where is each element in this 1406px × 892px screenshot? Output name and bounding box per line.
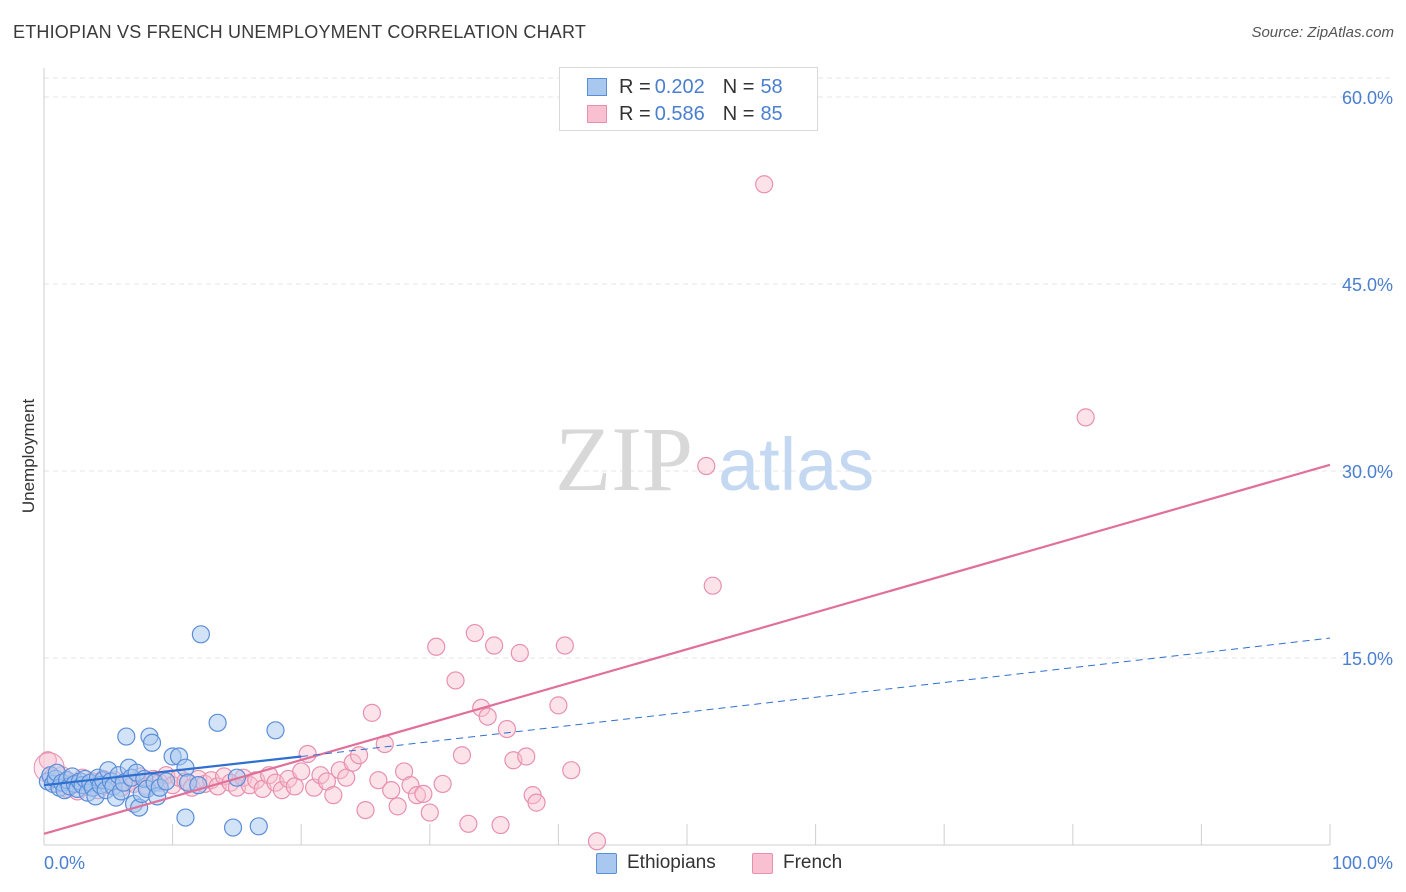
y-axis-label: Unemployment (19, 399, 38, 514)
legend-label-ethiopians: Ethiopians (627, 852, 716, 873)
legend-n-label: N = (722, 75, 755, 98)
french-trend-line (43, 463, 1331, 835)
french-point (755, 175, 774, 194)
watermark: ZIP atlas (555, 408, 874, 510)
legend-r-value: 0.202 (654, 75, 705, 98)
legend-swatch-ethiopians (596, 852, 617, 874)
y-tick-label: 30.0% (1342, 462, 1393, 482)
french-point (497, 719, 517, 739)
legend-r-label: R = (619, 102, 651, 125)
french-point (343, 753, 362, 772)
legend-item-ethiopians[interactable]: Ethiopians (596, 852, 716, 874)
french-point (555, 636, 574, 655)
french-point (587, 832, 607, 851)
legend-row-ethiopians: R = 0.202 N = 58 (587, 75, 783, 99)
watermark-atlas: atlas (718, 423, 874, 506)
legend-swatch-french (587, 105, 607, 123)
french-point (388, 797, 407, 816)
french-point (446, 671, 465, 690)
french-point (337, 768, 356, 787)
chart-title: ETHIOPIAN VS FRENCH UNEMPLOYMENT CORRELA… (13, 22, 587, 42)
french-point (478, 707, 497, 726)
french-point (527, 793, 546, 812)
ethiopian-point (157, 772, 176, 791)
french-point (465, 623, 484, 643)
legend-r-label: R = (619, 75, 651, 98)
french-point (427, 637, 446, 656)
legend-n-value: 85 (760, 102, 783, 125)
french-point (452, 746, 472, 765)
french-point (349, 746, 369, 765)
axes (43, 68, 1331, 846)
french-point (485, 636, 504, 655)
tick-labels: 15.0% 30.0% 45.0% 60.0% 0.0% 100.0% (44, 88, 1393, 873)
ethiopian-point (249, 817, 268, 836)
gridlines (44, 77, 1392, 659)
french-point (491, 815, 510, 835)
french-point (562, 761, 581, 780)
french-point (285, 777, 304, 796)
ethiopian-trend-line (43, 755, 302, 787)
french-point (407, 786, 427, 805)
french-point (420, 803, 439, 822)
legend-label-french: French (783, 852, 843, 873)
ethiopian-point (176, 808, 195, 827)
ethiopian-trend-line-extension (301, 637, 1331, 757)
french-point (697, 456, 716, 476)
french-points (33, 175, 1095, 851)
french-point (292, 762, 311, 781)
ethiopian-point (208, 713, 227, 732)
legend-item-french[interactable]: French (752, 852, 842, 874)
french-point (401, 776, 420, 795)
french-point (356, 800, 375, 820)
x-tick-label: 0.0% (44, 853, 85, 873)
french-point (433, 774, 452, 794)
y-tick-label: 45.0% (1342, 275, 1393, 295)
x-tick-label: 100.0% (1332, 853, 1393, 873)
legend-n-value: 58 (760, 75, 783, 98)
french-point (510, 643, 529, 663)
french-point (369, 771, 388, 790)
legend-n-label: N = (722, 102, 755, 125)
legend-row-french: R = 0.586 N = 85 (587, 102, 783, 126)
y-tick-label: 15.0% (1342, 649, 1393, 669)
source-label: Source: ZipAtlas.com (1251, 24, 1394, 41)
french-point (362, 703, 382, 722)
french-point (324, 786, 343, 805)
legend-swatch-french (752, 852, 773, 874)
legend-swatch-ethiopians (587, 78, 607, 96)
ethiopian-point (117, 727, 136, 746)
french-point (1076, 408, 1095, 427)
french-point (382, 781, 401, 800)
stats-legend: R = 0.202 N = 58 R = 0.586 N = 85 (559, 67, 818, 131)
french-point (414, 784, 433, 803)
french-point (703, 576, 722, 595)
legend-r-value: 0.586 (654, 102, 705, 125)
french-point (549, 696, 568, 715)
ethiopian-points (38, 625, 285, 837)
ethiopian-point (223, 818, 243, 837)
ethiopian-point (142, 733, 162, 752)
french-point (459, 814, 478, 833)
ethiopian-point (191, 625, 210, 644)
watermark-zip: ZIP (555, 408, 693, 510)
trend-lines (43, 463, 1331, 835)
french-point (517, 747, 536, 766)
ethiopian-point (266, 721, 285, 740)
y-tick-label: 60.0% (1342, 88, 1393, 108)
series-legend: Ethiopians French (0, 852, 1406, 878)
